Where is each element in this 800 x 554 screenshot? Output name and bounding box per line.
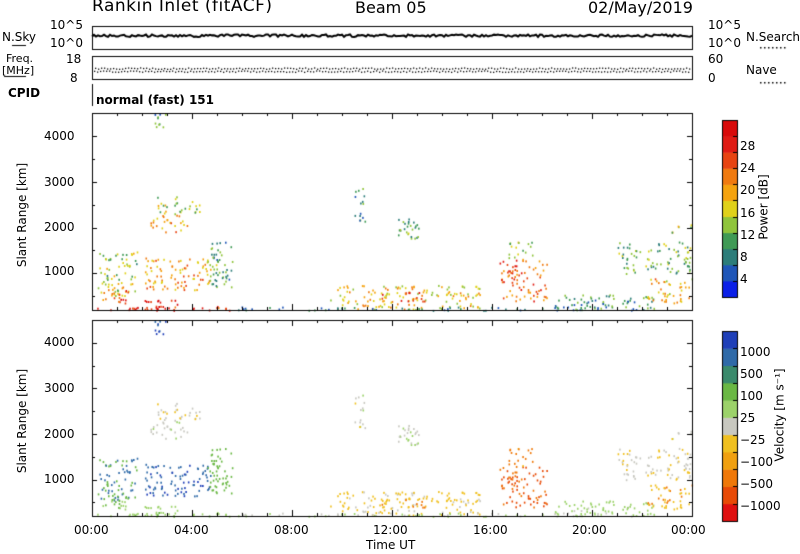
freq-unit-label: [MHz] [2, 64, 35, 77]
xtick-0800: 08:00 [274, 523, 309, 537]
power-ytick-4000: 4000 [44, 129, 75, 143]
xtick-1200: 12:00 [373, 523, 408, 537]
xtick-2400: 00:00 [671, 523, 706, 537]
velocity-cbar-tick-500: 500 [740, 367, 763, 381]
velocity-cbar-tick-neg25: −25 [740, 433, 766, 447]
cpid-text: normal (fast) 151 [96, 93, 214, 107]
nsky-tick-bottom: 10^0 [50, 36, 83, 50]
power-cbar-label: Power [dB] [756, 174, 771, 240]
velocity-cbar-tick-25: 25 [740, 411, 756, 425]
power-ylabel: Slant Range [km] [15, 162, 30, 268]
power-cbar-tick-12: 12 [740, 228, 756, 242]
velocity-ytick-1000: 1000 [44, 472, 75, 486]
xtick-0000: 00:00 [74, 523, 109, 537]
freq-label: Freq. [6, 52, 34, 65]
velocity-ytick-4000: 4000 [44, 335, 75, 349]
nsearch-tick-top: 10^5 [708, 18, 741, 32]
velocity-cbar-tick-neg1000: −1000 [740, 499, 781, 513]
cpid-label: CPID [8, 86, 41, 100]
freq-tick-top: 18 [66, 52, 82, 66]
power-cbar-tick-24: 24 [740, 161, 756, 175]
nave-tick-bottom: 0 [708, 71, 716, 85]
power-cbar-tick-4: 4 [740, 272, 748, 286]
xtick-2000: 20:00 [572, 523, 607, 537]
power-cbar-tick-20: 20 [740, 183, 756, 197]
nave-label: Nave [746, 63, 777, 77]
power-ytick-1000: 1000 [44, 264, 75, 278]
velocity-cbar-tick-1000: 1000 [740, 345, 771, 359]
velocity-cbar-label: Velocity [m s⁻¹] [772, 368, 787, 462]
velocity-cbar-tick-neg500: −500 [740, 477, 773, 491]
velocity-cbar-tick-neg100: −100 [740, 455, 773, 469]
velocity-ytick-2000: 2000 [44, 427, 75, 441]
xtick-1600: 16:00 [473, 523, 508, 537]
plot-title: Rankin Inlet (fitACF) [92, 0, 273, 16]
nsky-tick-top: 10^5 [50, 18, 83, 32]
velocity-ytick-3000: 3000 [44, 381, 75, 395]
nsearch-tick-bottom: 10^0 [708, 36, 741, 50]
xtick-0400: 04:00 [174, 523, 209, 537]
power-cbar-tick-16: 16 [740, 206, 756, 220]
velocity-ylabel: Slant Range [km] [15, 368, 30, 474]
freq-tick-bottom: 8 [70, 71, 78, 85]
xaxis-label: Time UT [366, 538, 416, 552]
date-label: 02/May/2019 [588, 0, 693, 17]
nsearch-label: N.Search [746, 30, 800, 44]
nsky-label: N.Sky [2, 30, 37, 44]
power-cbar-tick-8: 8 [740, 250, 748, 264]
beam-label: Beam 05 [355, 0, 427, 17]
velocity-cbar-tick-100: 100 [740, 389, 763, 403]
nave-tick-top: 60 [708, 52, 724, 66]
power-cbar-tick-28: 28 [740, 139, 756, 153]
power-ytick-3000: 3000 [44, 175, 75, 189]
power-ytick-2000: 2000 [44, 220, 75, 234]
